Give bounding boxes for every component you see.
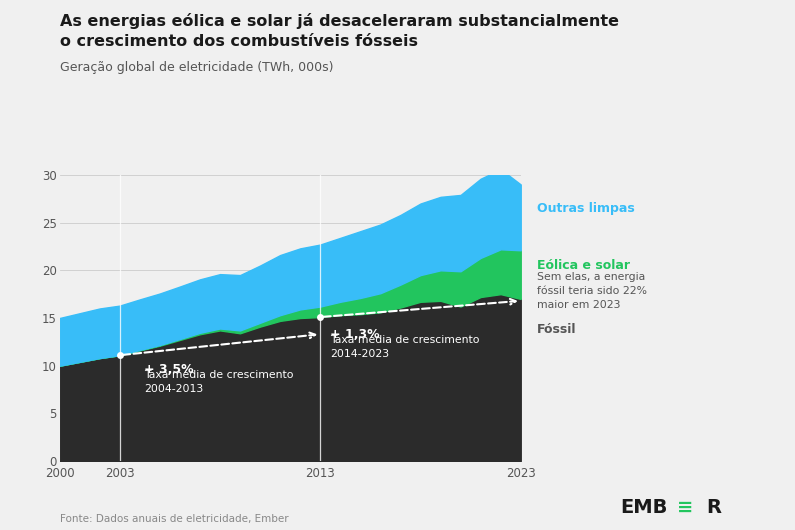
Text: As energias eólica e solar já desaceleraram substancialmente: As energias eólica e solar já desacelera… [60,13,619,29]
Text: o crescimento dos combustíveis fósseis: o crescimento dos combustíveis fósseis [60,34,417,49]
Text: Taxa média de crescimento
2004-2013: Taxa média de crescimento 2004-2013 [144,370,293,394]
Text: Eólica e solar: Eólica e solar [537,259,630,272]
Text: EMB: EMB [620,498,668,517]
Text: Outras limpas: Outras limpas [537,202,634,215]
Text: Taxa média de crescimento
2014-2023: Taxa média de crescimento 2014-2023 [330,335,479,359]
Text: ≡: ≡ [677,498,694,517]
Text: R: R [706,498,721,517]
Text: Geração global de eletricidade (TWh, 000s): Geração global de eletricidade (TWh, 000… [60,61,333,74]
Text: Fóssil: Fóssil [537,323,576,336]
Text: + 3,5%: + 3,5% [144,363,193,376]
Text: + 1,3%: + 1,3% [330,328,380,341]
Text: Fonte: Dados anuais de eletricidade, Ember: Fonte: Dados anuais de eletricidade, Emb… [60,514,289,524]
Text: Sem elas, a energia
fóssil teria sido 22%
maior em 2023: Sem elas, a energia fóssil teria sido 22… [537,272,647,310]
